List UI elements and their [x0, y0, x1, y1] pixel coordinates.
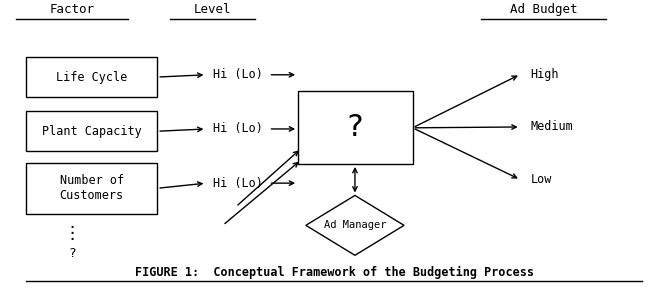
FancyBboxPatch shape: [26, 111, 157, 151]
Text: .: .: [67, 228, 77, 243]
Text: Plant Capacity: Plant Capacity: [42, 125, 142, 138]
Text: Level: Level: [194, 3, 232, 16]
Text: FIGURE 1:  Conceptual Framework of the Budgeting Process: FIGURE 1: Conceptual Framework of the Bu…: [134, 266, 534, 279]
Text: Ad Budget: Ad Budget: [510, 3, 577, 16]
Text: High: High: [530, 68, 559, 81]
Text: ?: ?: [346, 113, 364, 142]
Text: Hi (Lo): Hi (Lo): [213, 123, 263, 135]
Text: .: .: [67, 222, 77, 237]
Text: Life Cycle: Life Cycle: [56, 70, 128, 84]
Text: Medium: Medium: [530, 120, 573, 134]
FancyBboxPatch shape: [26, 163, 157, 214]
Text: Low: Low: [530, 173, 552, 186]
Polygon shape: [306, 196, 404, 255]
FancyBboxPatch shape: [26, 57, 157, 97]
Text: Number of
Customers: Number of Customers: [59, 174, 124, 202]
Text: Hi (Lo): Hi (Lo): [213, 177, 263, 190]
FancyBboxPatch shape: [298, 91, 413, 164]
Text: Factor: Factor: [49, 3, 95, 16]
Text: .: .: [67, 217, 77, 231]
Text: Ad Manager: Ad Manager: [324, 220, 386, 230]
Text: Hi (Lo): Hi (Lo): [213, 68, 263, 81]
Text: ?: ?: [68, 247, 76, 260]
